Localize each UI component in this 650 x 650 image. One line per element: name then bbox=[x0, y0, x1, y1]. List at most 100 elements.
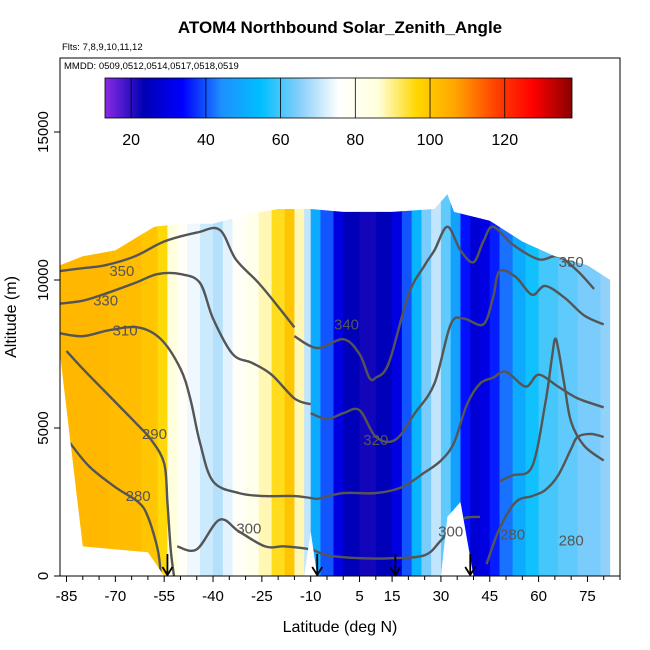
contour-labels: 350 330 310 290 280 300 340 320 300 280 280 350 bbox=[93, 254, 584, 549]
contour-label: 290 bbox=[142, 426, 167, 443]
heat-column bbox=[375, 194, 393, 576]
heat-column bbox=[512, 194, 527, 576]
x-tick-label: 60 bbox=[530, 588, 547, 605]
heat-column bbox=[480, 194, 491, 576]
colorbar-tick-label: 80 bbox=[346, 132, 364, 149]
x-tick-label: 5 bbox=[355, 588, 363, 605]
heat-column bbox=[157, 194, 169, 576]
plot-frame bbox=[59, 57, 621, 577]
y-axis-label: Altitude (m) bbox=[3, 276, 20, 358]
contour-lines bbox=[60, 225, 605, 576]
contour-label: 280 bbox=[126, 488, 151, 505]
heat-column bbox=[470, 194, 481, 576]
heat-column bbox=[245, 194, 260, 576]
x-tick-label: -70 bbox=[105, 588, 127, 605]
colorbar: 20 40 60 80 100 120 bbox=[104, 77, 573, 149]
heat-column bbox=[558, 194, 579, 576]
heat-column bbox=[343, 194, 361, 576]
x-tick-label: -85 bbox=[56, 588, 78, 605]
contour-line-320 bbox=[310, 268, 605, 444]
heat-column bbox=[431, 194, 442, 576]
contour-line-310 bbox=[60, 325, 318, 501]
x-tick-label: 75 bbox=[579, 588, 596, 605]
heat-column bbox=[60, 194, 77, 576]
heat-column bbox=[177, 194, 188, 576]
colorbar-tick-label: 100 bbox=[417, 132, 444, 149]
x-tick-label: -55 bbox=[153, 588, 175, 605]
x-axis-label: Latitude (deg N) bbox=[283, 619, 398, 636]
contour-label: 320 bbox=[363, 432, 388, 449]
heat-column bbox=[213, 194, 224, 576]
flight-marker-arrowhead bbox=[311, 566, 323, 577]
heat-column bbox=[600, 194, 611, 576]
heat-column bbox=[304, 194, 312, 576]
heat-column bbox=[538, 194, 559, 576]
contour-line-300 bbox=[176, 515, 481, 560]
colorbar-tick-label: 60 bbox=[272, 132, 290, 149]
y-tick-label: 0 bbox=[35, 572, 52, 580]
contour-line-350 bbox=[60, 226, 296, 329]
contour-label: 330 bbox=[93, 293, 118, 310]
heat-column bbox=[294, 194, 305, 576]
heat-column bbox=[186, 194, 201, 576]
heat-column bbox=[141, 194, 159, 576]
heat-column bbox=[258, 194, 273, 576]
heat-column bbox=[76, 194, 110, 576]
heat-column bbox=[489, 194, 501, 576]
contour-label: 300 bbox=[438, 524, 463, 541]
contour-label: 280 bbox=[559, 532, 584, 549]
flight-marker-arrowhead bbox=[464, 566, 476, 577]
heat-column bbox=[440, 194, 452, 576]
heat-column bbox=[359, 194, 377, 576]
contour-label: 280 bbox=[500, 527, 525, 544]
heat-column bbox=[310, 194, 322, 576]
heat-column bbox=[232, 194, 247, 576]
x-tick-label: -25 bbox=[251, 588, 273, 605]
heat-column bbox=[167, 194, 178, 576]
dates-subtitle: MMDD: 0509,0512,0514,0517,0518,0519 bbox=[64, 61, 239, 72]
flight-marker-arrowhead bbox=[389, 566, 402, 577]
contour-line-340 bbox=[293, 225, 595, 382]
heat-column bbox=[421, 194, 432, 576]
heatmap-area bbox=[60, 194, 611, 576]
heat-column bbox=[401, 194, 413, 576]
heat-column bbox=[108, 194, 142, 576]
contour-line-290 bbox=[65, 350, 176, 576]
y-tick-label: 5000 bbox=[35, 411, 52, 444]
heat-column bbox=[577, 194, 602, 576]
flight-markers bbox=[161, 554, 476, 577]
x-tick-label: 30 bbox=[433, 588, 450, 605]
heat-column bbox=[222, 194, 234, 576]
heat-column bbox=[284, 194, 296, 576]
colorbar-gradient bbox=[104, 77, 573, 119]
colorbar-tick-label: 40 bbox=[197, 132, 215, 149]
x-tick-label: -40 bbox=[202, 588, 224, 605]
contour-line-330 bbox=[60, 271, 312, 406]
contour-label: 340 bbox=[334, 316, 359, 333]
flight-marker-arrowhead bbox=[161, 566, 174, 577]
axes: -85 -70 -55 -40 -25 -10 5 15 30 45 60 75 0 5000 10000 1… bbox=[35, 111, 621, 605]
contour-label: 350 bbox=[109, 263, 134, 280]
heat-column bbox=[333, 194, 344, 576]
x-tick-label: 15 bbox=[384, 588, 401, 605]
y-tick-label: 10000 bbox=[35, 259, 52, 301]
x-tick-label: 45 bbox=[481, 588, 498, 605]
x-tick-label: -10 bbox=[300, 588, 322, 605]
contour-label: 300 bbox=[236, 521, 261, 538]
contour-label: 310 bbox=[113, 322, 138, 339]
heat-column bbox=[460, 194, 471, 576]
colorbar-tick-label: 120 bbox=[491, 132, 518, 149]
heat-column bbox=[271, 194, 286, 576]
flights-subtitle: Flts: 7,8,9,10,11,12 bbox=[62, 42, 143, 53]
heat-column bbox=[411, 194, 422, 576]
contour-label: 350 bbox=[559, 254, 584, 271]
heat-column bbox=[320, 194, 335, 576]
contour-line-280 bbox=[68, 442, 163, 576]
colorbar-tick-label: 20 bbox=[122, 132, 140, 149]
contour-line-290 bbox=[499, 337, 605, 483]
chart-title: ATOM4 Northbound Solar_Zenith_Angle bbox=[177, 18, 503, 37]
y-tick-label: 15000 bbox=[35, 111, 52, 153]
heat-column bbox=[450, 194, 462, 576]
heat-column bbox=[392, 194, 403, 576]
